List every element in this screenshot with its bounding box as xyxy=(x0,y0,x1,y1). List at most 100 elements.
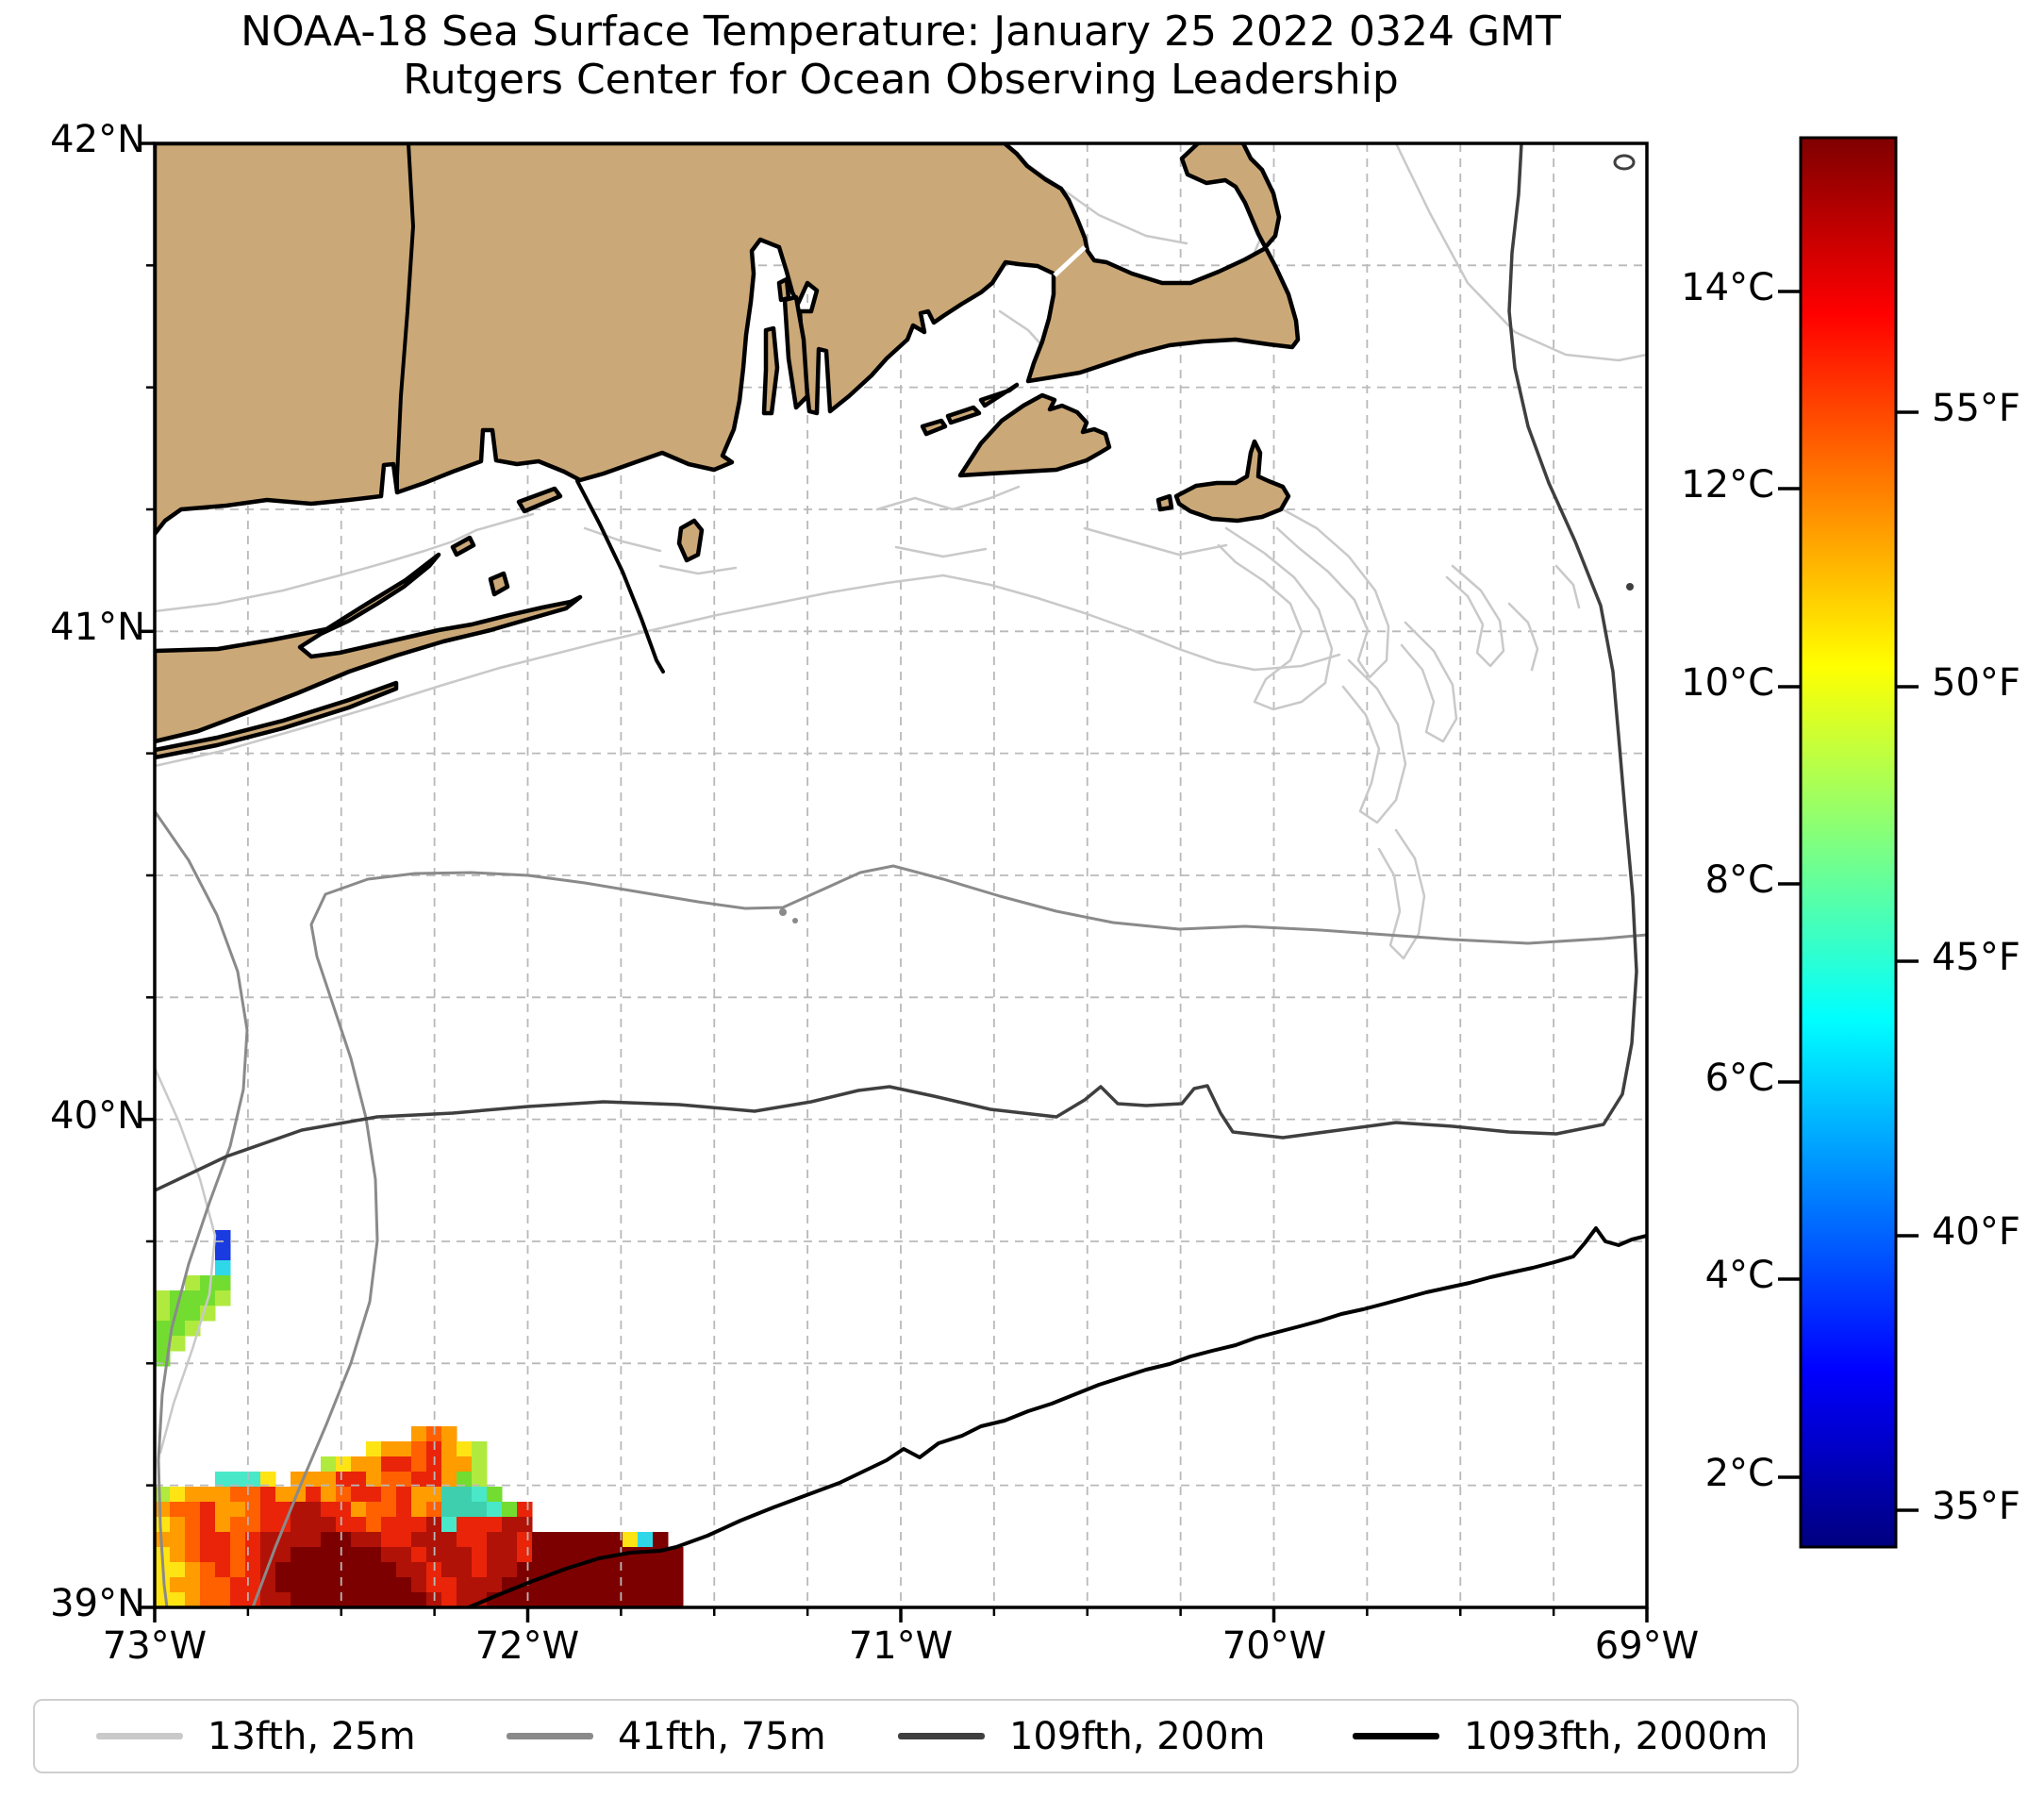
land-polygon xyxy=(761,325,780,416)
sst-pixel xyxy=(381,1562,397,1578)
sst-pixel xyxy=(396,1441,412,1457)
sst-pixel xyxy=(185,1547,201,1563)
legend-label: 1093fth, 2000m xyxy=(1464,1714,1769,1758)
sst-pixel xyxy=(487,1577,503,1593)
sst-pixel xyxy=(396,1472,412,1488)
sst-pixel xyxy=(215,1230,231,1246)
sst-pixel xyxy=(381,1517,397,1533)
sst-pixel xyxy=(336,1532,352,1548)
sst-pixel xyxy=(532,1532,548,1548)
sst-pixel xyxy=(260,1472,276,1488)
contour-13fth-25m xyxy=(1394,143,1647,362)
contour-dot-mark xyxy=(779,908,787,916)
sst-pixel xyxy=(155,1290,171,1306)
sst-pixel xyxy=(351,1592,367,1607)
sst-pixel xyxy=(547,1547,563,1563)
sst-pixel xyxy=(170,1562,186,1578)
sst-pixel xyxy=(321,1487,337,1503)
sst-pixel xyxy=(441,1592,457,1607)
colorbar-celsius-label: 4°C xyxy=(1704,1254,1774,1297)
sst-pixel xyxy=(185,1487,201,1503)
sst-pixel xyxy=(321,1472,337,1488)
sst-pixel xyxy=(336,1562,352,1578)
sst-pixel xyxy=(336,1472,352,1488)
contour-13fth-25m xyxy=(1400,621,1458,743)
contour-13fth-25m xyxy=(1377,828,1426,960)
sst-pixel xyxy=(668,1592,684,1607)
land-polygon xyxy=(676,518,705,563)
sst-pixel xyxy=(215,1547,231,1563)
sst-pixel xyxy=(577,1577,593,1593)
sst-pixel xyxy=(472,1487,488,1503)
figure-title: NOAA-18 Sea Surface Temperature: January… xyxy=(155,8,1647,104)
sst-pixel xyxy=(623,1577,639,1593)
legend-item: 1093fth, 2000m xyxy=(1353,1701,1768,1772)
sst-pixel xyxy=(457,1592,473,1607)
sst-pixel xyxy=(260,1487,276,1503)
sst-pixel xyxy=(185,1306,201,1322)
sst-pixel xyxy=(245,1487,261,1503)
colorbar xyxy=(1799,136,1898,1549)
sst-pixel xyxy=(351,1517,367,1533)
sst-pixel xyxy=(381,1592,397,1607)
contour-13fth-25m xyxy=(1554,564,1581,609)
sst-pixel xyxy=(275,1577,291,1593)
colorbar-celsius-label: 14°C xyxy=(1681,266,1774,309)
y-axis-tick-label: 39°N xyxy=(50,1582,145,1625)
sst-pixel xyxy=(638,1532,654,1548)
sst-pixel xyxy=(366,1592,382,1607)
contour-13fth-25m xyxy=(1275,507,1390,679)
sst-pixel xyxy=(230,1562,246,1578)
legend-item: 13fth, 25m xyxy=(96,1701,416,1772)
sst-pixel xyxy=(502,1592,518,1607)
sst-pixel xyxy=(185,1592,201,1607)
sst-pixel xyxy=(441,1441,457,1457)
sst-pixel xyxy=(472,1562,488,1578)
sst-pixel xyxy=(396,1487,412,1503)
sst-pixel xyxy=(366,1472,382,1488)
sst-pixel xyxy=(562,1532,578,1548)
sst-pixel xyxy=(472,1517,488,1533)
land-polygon xyxy=(450,535,476,557)
sst-pixel xyxy=(306,1592,322,1607)
sst-pixel xyxy=(472,1532,488,1548)
colorbar-fahrenheit-label: 55°F xyxy=(1932,387,2020,430)
legend-line-swatch xyxy=(1353,1733,1439,1739)
sst-pixel xyxy=(517,1592,533,1607)
sst-pixel xyxy=(472,1472,488,1488)
sst-pixel xyxy=(230,1517,246,1533)
sst-pixel xyxy=(562,1577,578,1593)
sst-pixel xyxy=(185,1562,201,1578)
sst-pixel xyxy=(517,1517,533,1533)
sst-pixel xyxy=(245,1577,261,1593)
sst-pixel xyxy=(607,1532,623,1548)
sst-pixel xyxy=(396,1592,412,1607)
sst-pixel xyxy=(275,1502,291,1518)
sst-pixel xyxy=(321,1592,337,1607)
sst-pixel xyxy=(230,1487,246,1503)
colorbar-celsius-label: 10°C xyxy=(1681,661,1774,705)
sst-pixel xyxy=(306,1547,322,1563)
sst-pixel xyxy=(215,1577,231,1593)
y-axis-tick-label: 41°N xyxy=(50,606,145,649)
land-polygon xyxy=(920,418,948,437)
sst-pixel xyxy=(668,1562,684,1578)
sst-pixel xyxy=(441,1456,457,1473)
sst-pixel xyxy=(562,1592,578,1607)
sst-pixel xyxy=(457,1532,473,1548)
sst-pixel xyxy=(291,1562,307,1578)
sst-pixel xyxy=(441,1562,457,1578)
land-polygon xyxy=(945,405,982,425)
sst-pixel xyxy=(517,1502,533,1518)
sst-pixel xyxy=(321,1562,337,1578)
legend-label: 13fth, 25m xyxy=(208,1714,416,1758)
sst-pixel xyxy=(592,1592,608,1607)
title-line-2: Rutgers Center for Ocean Observing Leade… xyxy=(403,56,1399,105)
sst-pixel xyxy=(351,1562,367,1578)
colorbar-celsius-label: 12°C xyxy=(1681,463,1774,507)
map-area xyxy=(155,143,1647,1607)
sst-pixel xyxy=(155,1502,171,1518)
sst-pixel xyxy=(170,1336,186,1352)
sst-pixel xyxy=(275,1547,291,1563)
sst-pixel xyxy=(441,1547,457,1563)
